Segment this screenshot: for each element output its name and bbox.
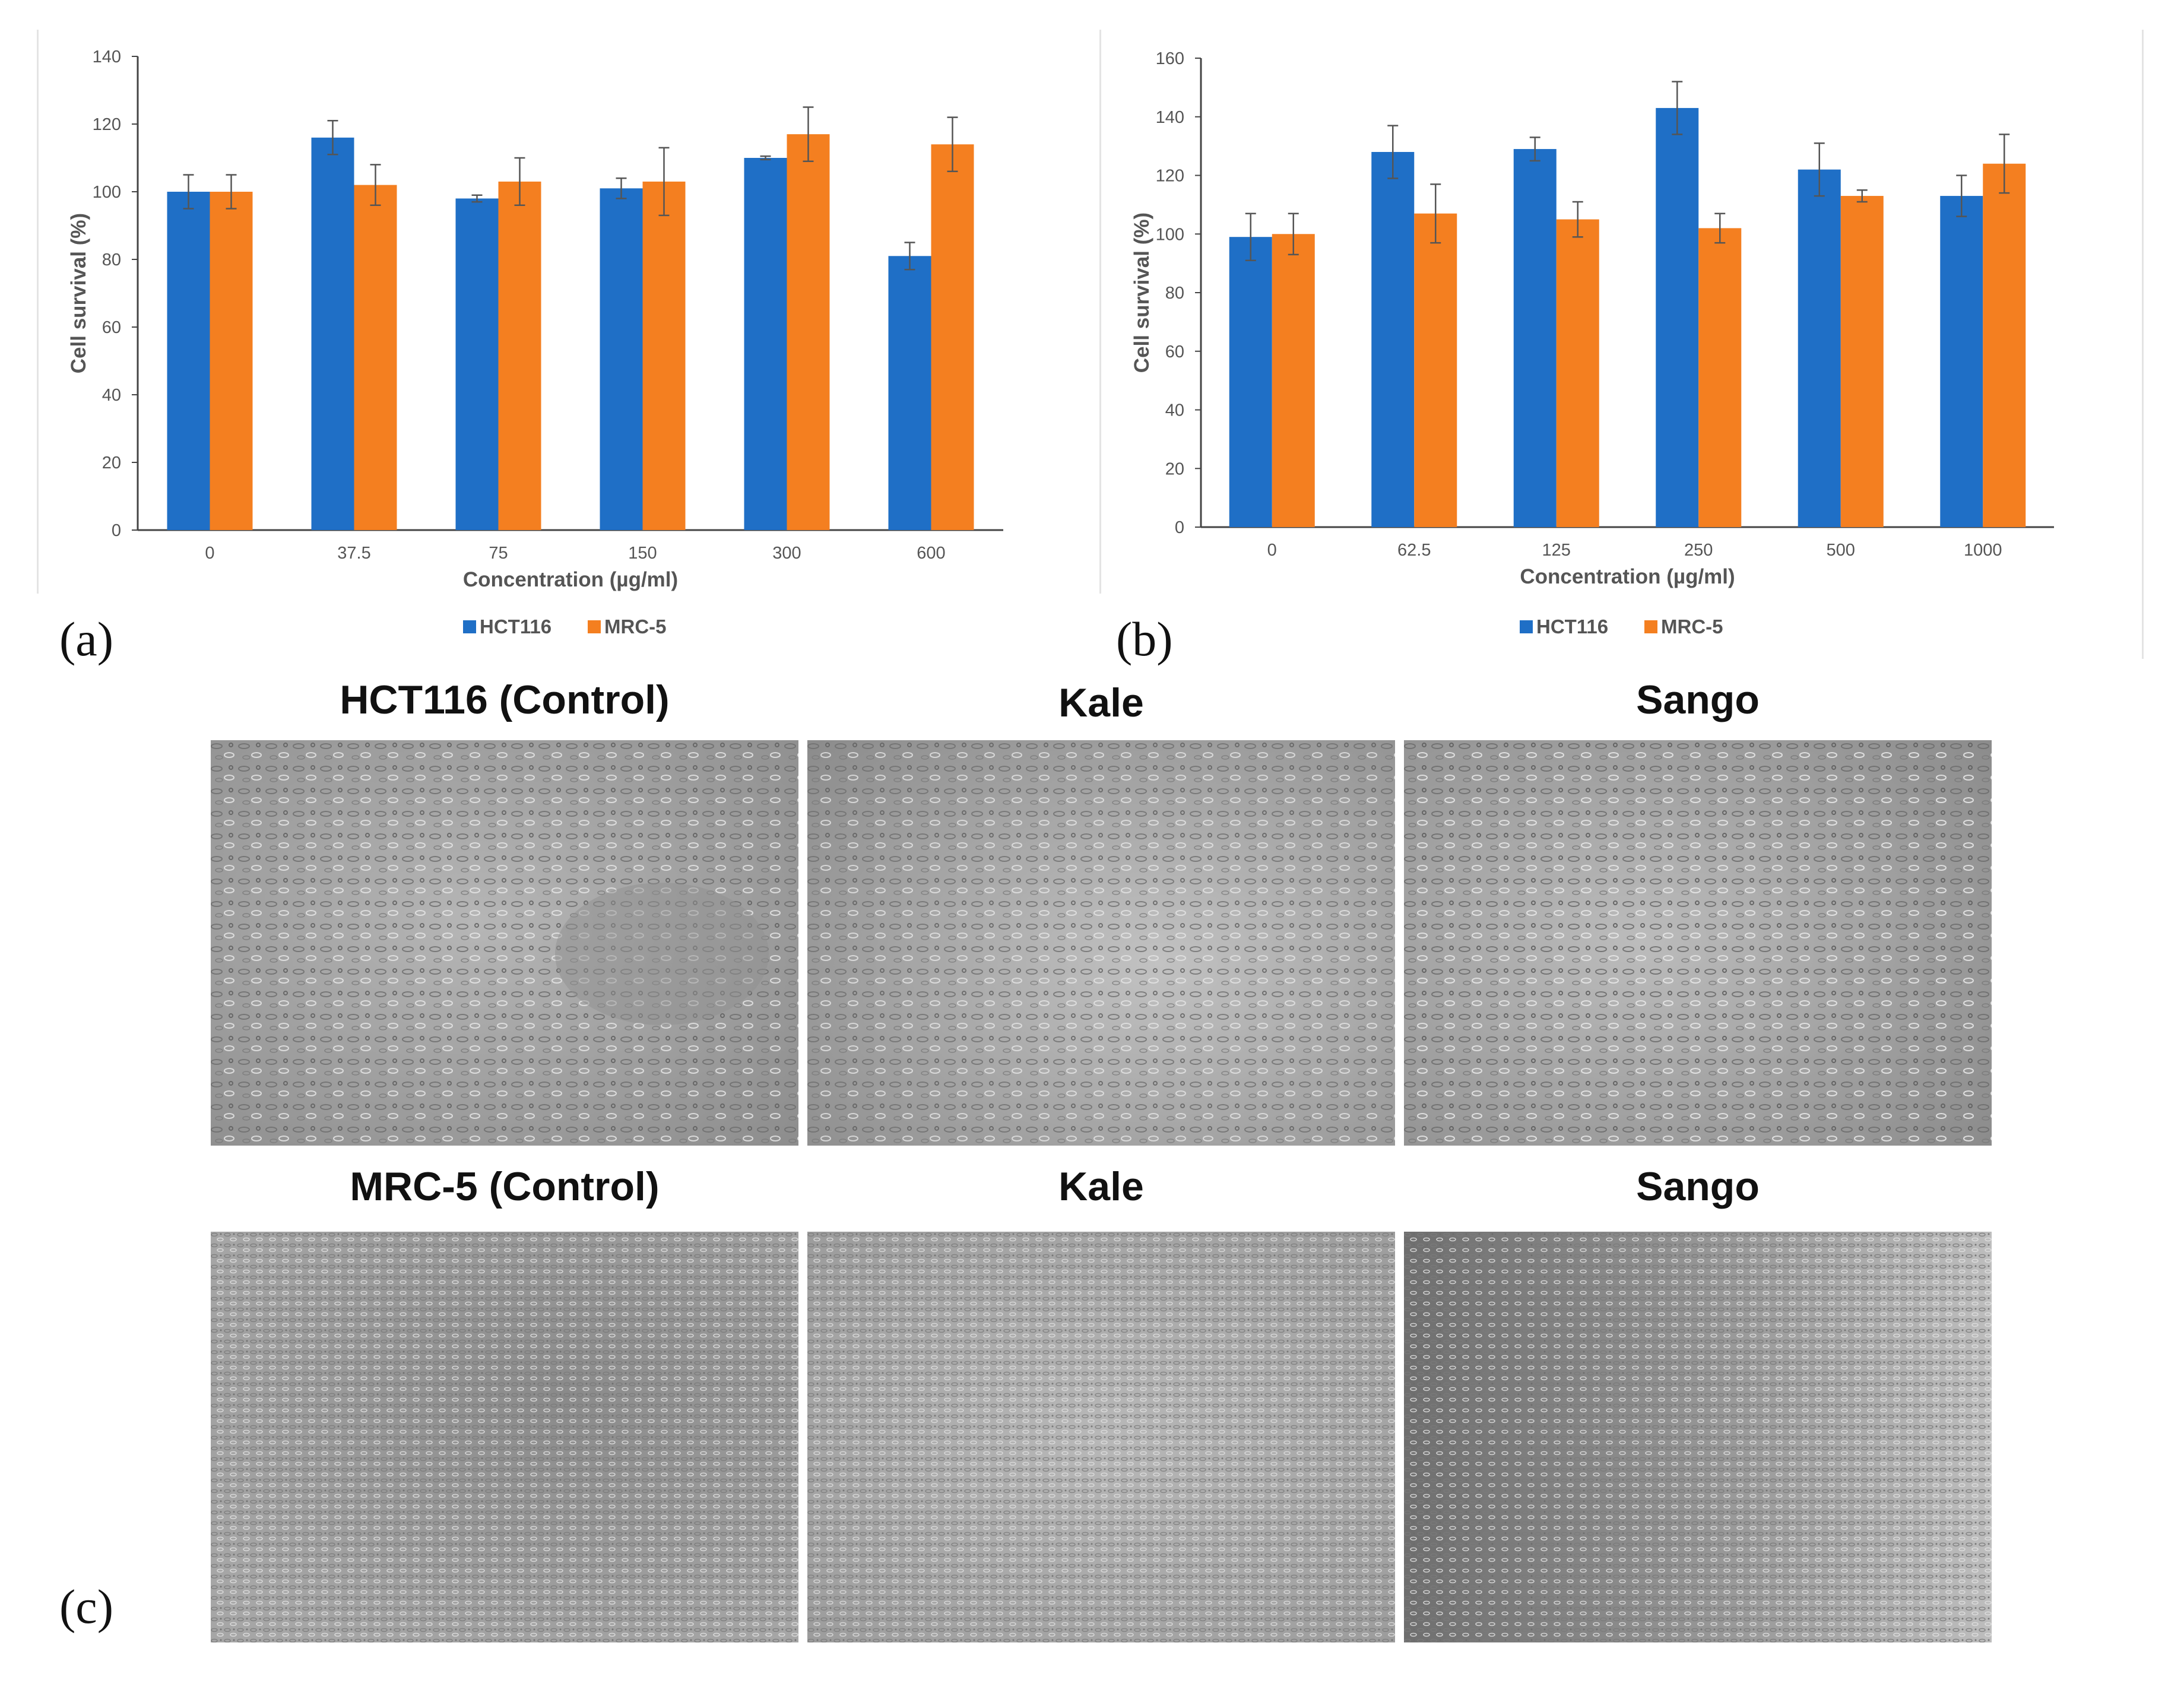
chart-b-y-tick-label: 100 bbox=[1156, 225, 1184, 244]
micrograph-mrc5-kale bbox=[807, 1232, 1395, 1642]
chart-b-x-tick-label: 62.5 bbox=[1397, 541, 1431, 560]
chart-a-left-border bbox=[37, 30, 39, 594]
chart-b-bar-mrc-5-62.5 bbox=[1414, 213, 1457, 527]
chart-a-bar-mrc-5-75 bbox=[498, 181, 541, 530]
chart-b-legend-swatch-mrc-5 bbox=[1644, 620, 1657, 633]
chart-a-bar-mrc-5-600 bbox=[931, 144, 974, 530]
micrograph-mrc5-control-image bbox=[211, 1232, 798, 1642]
chart-divider bbox=[1099, 30, 1101, 594]
chart-b-y-tick-label: 0 bbox=[1175, 518, 1184, 537]
chart-a-bar-mrc-5-150 bbox=[642, 181, 686, 530]
chart-a-x-tick-label: 600 bbox=[917, 544, 945, 563]
chart-b-y-tick-label: 60 bbox=[1165, 342, 1184, 361]
panel-label-b: (b) bbox=[1116, 612, 1173, 666]
chart-b-bar-mrc-5-125 bbox=[1556, 219, 1599, 527]
micrograph-title-mrc5-control: MRC-5 (Control) bbox=[350, 1164, 660, 1209]
micrograph-hct116-kale-image bbox=[807, 740, 1395, 1146]
chart-a-x-tick-label: 37.5 bbox=[337, 544, 370, 563]
chart-b-y-tick-label: 160 bbox=[1156, 49, 1184, 68]
chart-b-bar-mrc-5-500 bbox=[1840, 196, 1884, 527]
micrograph-title-hct116-kale: Kale bbox=[1058, 680, 1144, 725]
chart-a-x-tick-label: 0 bbox=[205, 544, 214, 563]
chart-b-y-tick-label: 80 bbox=[1165, 284, 1184, 303]
chart-a-bar-hct116-0 bbox=[167, 192, 210, 530]
chart-a-bar-hct116-600 bbox=[888, 256, 931, 530]
micrograph-title-hct116-control: HCT116 (Control) bbox=[340, 677, 670, 722]
chart-b-bar-hct116-250 bbox=[1656, 107, 1699, 527]
chart-a-bar-hct116-150 bbox=[600, 188, 643, 530]
chart-b-legend-swatch-hct116 bbox=[1520, 620, 1533, 633]
chart-b-x-tick-label: 0 bbox=[1267, 541, 1277, 560]
chart-b-x-axis-title: Concentration (µg/ml) bbox=[1520, 565, 1735, 588]
chart-a-bar-hct116-75 bbox=[455, 198, 499, 530]
chart-a-y-tick-label: 60 bbox=[102, 318, 121, 337]
chart-a-legend-swatch-hct116 bbox=[463, 620, 476, 633]
chart-a-y-axis-title: Cell survival (%) bbox=[67, 213, 90, 373]
micrograph-mrc5-kale-image bbox=[807, 1232, 1395, 1642]
micrograph-hct116-sango-image bbox=[1404, 740, 1992, 1146]
micrograph-hct116-control bbox=[211, 740, 798, 1146]
micrograph-title-mrc5-kale: Kale bbox=[1058, 1164, 1144, 1209]
micrograph-hct116-control-image bbox=[211, 740, 798, 1146]
panel-label-a: (a) bbox=[59, 612, 114, 666]
chart-b-x-tick-label: 250 bbox=[1684, 541, 1713, 560]
chart-b-bar-mrc-5-250 bbox=[1698, 228, 1742, 527]
chart-a-bar-hct116-300 bbox=[744, 158, 787, 530]
chart-a-y-tick-label: 120 bbox=[93, 115, 121, 134]
micrograph-hct116-kale bbox=[807, 740, 1395, 1146]
chart-a-y-tick-label: 0 bbox=[112, 521, 121, 540]
chart-b-bar-hct116-62.5 bbox=[1371, 152, 1415, 527]
micrograph-hct116-sango bbox=[1404, 740, 1992, 1146]
chart-b: 0 20 40 60 80 100 120 140 160 0 62.5 125 250 500 1000 C… bbox=[1130, 49, 2054, 638]
chart-b-bar-hct116-500 bbox=[1798, 169, 1841, 527]
chart-b-x-tick-label: 125 bbox=[1542, 541, 1571, 560]
chart-b-y-tick-label: 120 bbox=[1156, 167, 1184, 186]
micrograph-title-mrc5-sango: Sango bbox=[1636, 1164, 1760, 1209]
micrograph-mrc5-sango bbox=[1404, 1232, 1992, 1642]
chart-a-y-tick-label: 80 bbox=[102, 250, 121, 269]
chart-a-x-axis-title: Concentration (µg/ml) bbox=[463, 568, 678, 591]
chart-b-bar-hct116-1000 bbox=[1940, 196, 1983, 527]
chart-a-x-tick-label: 75 bbox=[489, 544, 508, 563]
chart-b-bar-mrc-5-0 bbox=[1272, 234, 1315, 527]
micrograph-mrc5-control bbox=[211, 1232, 798, 1642]
chart-a-x-tick-label: 300 bbox=[772, 544, 801, 563]
chart-a-y-tick-label: 140 bbox=[93, 47, 121, 66]
chart-b-legend-label-mrc-5: MRC-5 bbox=[1661, 616, 1723, 638]
chart-a-y-tick-label: 20 bbox=[102, 453, 121, 472]
chart-b-bar-hct116-125 bbox=[1513, 149, 1557, 527]
chart-a-legend-label-mrc-5: MRC-5 bbox=[604, 616, 667, 638]
chart-a-legend-label-hct116: HCT116 bbox=[480, 616, 551, 638]
chart-a-y-tick-label: 100 bbox=[93, 183, 121, 202]
chart-a-y-tick-label: 40 bbox=[102, 386, 121, 405]
chart-b-x-tick-label: 500 bbox=[1827, 541, 1855, 560]
panel-label-c: (c) bbox=[59, 1580, 114, 1634]
micrograph-title-hct116-sango: Sango bbox=[1636, 677, 1760, 722]
chart-b-y-axis-title: Cell survival (%) bbox=[1130, 213, 1153, 373]
chart-b-y-tick-label: 140 bbox=[1156, 108, 1184, 127]
chart-b-right-border bbox=[2142, 30, 2144, 659]
chart-a-bar-mrc-5-0 bbox=[210, 192, 253, 530]
chart-b-bar-hct116-0 bbox=[1229, 237, 1272, 527]
chart-a: 0 20 40 60 80 100 120 140 0 37.5 75 150 300 600 Concen… bbox=[67, 47, 1003, 638]
chart-a-x-tick-label: 150 bbox=[628, 544, 657, 563]
chart-a-bar-mrc-5-300 bbox=[787, 134, 830, 531]
micrograph-mrc5-sango-image bbox=[1404, 1232, 1992, 1642]
chart-b-x-tick-label: 1000 bbox=[1964, 541, 2002, 560]
chart-b-y-tick-label: 20 bbox=[1165, 459, 1184, 478]
chart-a-bar-mrc-5-37.5 bbox=[354, 185, 397, 531]
chart-a-bar-hct116-37.5 bbox=[311, 137, 354, 531]
chart-a-legend-swatch-mrc-5 bbox=[588, 620, 601, 633]
chart-b-legend-label-hct116: HCT116 bbox=[1536, 616, 1608, 638]
chart-b-bar-mrc-5-1000 bbox=[1983, 163, 2026, 527]
chart-b-y-tick-label: 40 bbox=[1165, 401, 1184, 420]
